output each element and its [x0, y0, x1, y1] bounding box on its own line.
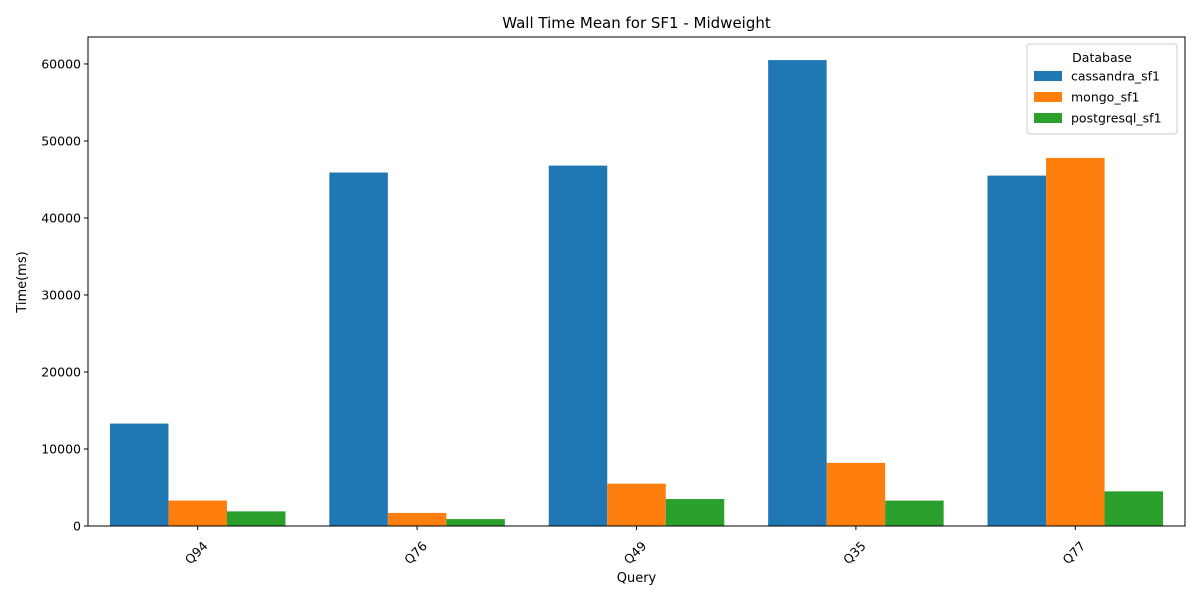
- legend-swatch-postgresql_sf1: [1034, 113, 1062, 123]
- bar-postgresql_sf1-Q35: [885, 500, 944, 526]
- x-axis-label: Query: [617, 571, 657, 586]
- y-tick-label: 10000: [41, 441, 81, 456]
- legend-label-cassandra_sf1: cassandra_sf1: [1071, 69, 1160, 84]
- legend-label-mongo_sf1: mongo_sf1: [1071, 90, 1139, 105]
- x-tick-label: Q49: [621, 538, 650, 567]
- legend-frame: [1026, 43, 1178, 135]
- y-tick-label: 20000: [41, 364, 81, 379]
- bar-cassandra_sf1-Q77: [987, 175, 1047, 527]
- x-tick-label: Q76: [401, 538, 430, 567]
- y-tick-label: 50000: [41, 133, 81, 148]
- bar-cassandra_sf1-Q94: [109, 423, 169, 526]
- bar-postgresql_sf1-Q94: [226, 511, 286, 526]
- plot-area: Q94 Q76 Q49 Q35 Q77 0 10000 20000 30000 40000 5000…: [41, 36, 1186, 567]
- bar-postgresql_sf1-Q77: [1104, 491, 1164, 526]
- bar-postgresql_sf1-Q76: [446, 519, 505, 526]
- x-tick-label: Q94: [182, 538, 211, 567]
- y-tick-label: 60000: [41, 56, 81, 71]
- bar-mongo_sf1-Q35: [826, 462, 886, 526]
- legend-swatch-cassandra_sf1: [1034, 71, 1062, 81]
- x-tick-label: Q35: [840, 538, 869, 567]
- y-tick-label: 40000: [41, 210, 81, 225]
- bar-mongo_sf1-Q49: [607, 483, 666, 526]
- bar-mongo_sf1-Q77: [1046, 157, 1105, 526]
- legend-swatch-mongo_sf1: [1034, 92, 1062, 102]
- y-axis-label: Time(ms): [15, 251, 30, 313]
- y-tick-label: 0: [73, 519, 81, 534]
- bar-cassandra_sf1-Q35: [768, 60, 827, 526]
- legend-title: Database: [1072, 50, 1132, 65]
- legend-label-postgresql_sf1: postgresql_sf1: [1071, 111, 1162, 126]
- x-tick-label: Q77: [1059, 538, 1088, 567]
- bar-postgresql_sf1-Q49: [665, 499, 725, 526]
- bar-mongo_sf1-Q76: [387, 512, 447, 526]
- axes-frame: [87, 36, 1186, 527]
- bar-cassandra_sf1-Q49: [548, 165, 608, 526]
- chart-title: Wall Time Mean for SF1 - Midweight: [502, 14, 771, 32]
- bar-mongo_sf1-Q94: [168, 500, 227, 526]
- legend: Database cassandra_sf1 mongo_sf1 postgresq…: [1026, 43, 1178, 135]
- y-tick-label: 30000: [41, 287, 81, 302]
- bar-cassandra_sf1-Q76: [329, 172, 388, 526]
